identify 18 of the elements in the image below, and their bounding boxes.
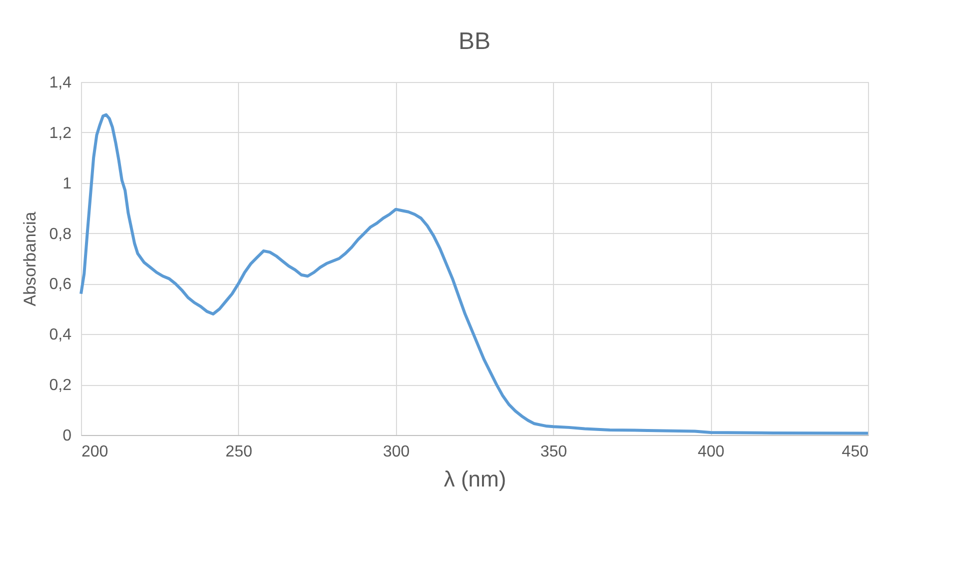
line-series (80, 113, 870, 435)
y-tick-label: 0,2 (49, 377, 72, 394)
x-tick-label: 300 (382, 444, 410, 460)
x-tick-label: 200 (82, 444, 108, 460)
x-axis-title: λ (nm) (444, 466, 506, 492)
x-tick-label: 400 (698, 444, 725, 460)
y-tick-label: 0,8 (49, 226, 72, 243)
chart-title: BB (458, 28, 491, 55)
x-tick-label: 450 (842, 444, 869, 460)
x-tick-label: 350 (540, 444, 568, 460)
y-tick-label: 1,2 (49, 124, 72, 142)
y-tick-label: 1 (62, 175, 72, 192)
y-tick-label: 0,6 (49, 276, 72, 294)
y-tick-label: 0,4 (49, 326, 72, 344)
y-axis-title: Absorbancia (20, 211, 40, 306)
y-tick-label: 0 (62, 428, 72, 444)
x-tick-label: 250 (226, 444, 252, 460)
y-tick-label: 1,4 (49, 74, 72, 92)
